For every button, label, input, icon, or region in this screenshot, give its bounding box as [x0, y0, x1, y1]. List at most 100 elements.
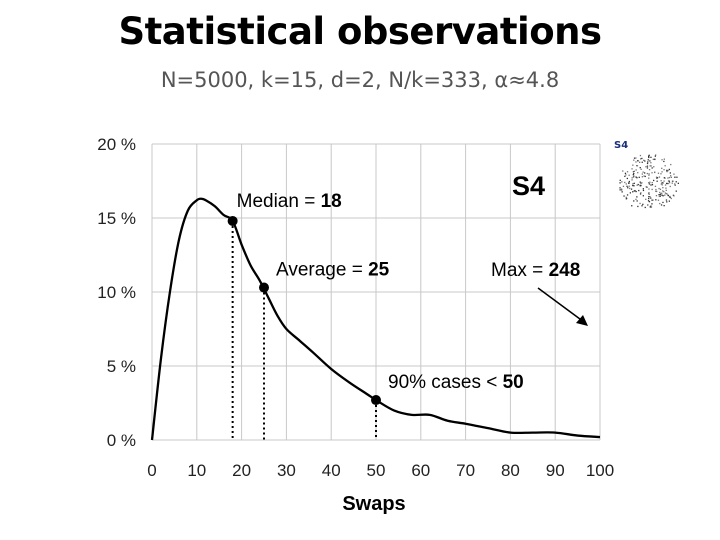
thumbnail-dot: [621, 181, 623, 183]
thumbnail-dot: [646, 167, 649, 169]
thumbnail-dot: [647, 200, 650, 202]
thumbnail-dot: [675, 190, 677, 192]
thumbnail-dot: [639, 167, 641, 169]
thumbnail-dot: [655, 199, 657, 201]
thumbnail-dot: [648, 188, 650, 190]
thumbnail-dot: [658, 195, 660, 198]
thumbnail-dot: [647, 204, 649, 206]
thumbnail-dot: [656, 190, 658, 193]
thumbnail-dot: [636, 196, 638, 198]
thumbnail-dot: [661, 192, 663, 194]
thumbnail-dot: [659, 195, 661, 197]
thumbnail-dot: [664, 194, 666, 196]
thumbnail-dot: [639, 185, 641, 187]
y-tick-label: 0 %: [107, 431, 136, 450]
thumbnail-dot: [647, 161, 649, 163]
thumbnail-dot: [641, 176, 643, 178]
thumbnail-dot: [671, 182, 673, 184]
thumbnail-dot: [619, 179, 621, 181]
thumbnail-dot: [654, 185, 657, 187]
thumbnail-dot: [675, 176, 678, 178]
marker-label-prefix: Median =: [237, 191, 321, 212]
thumbnail-dot: [655, 154, 657, 156]
thumbnail-dot: [622, 170, 624, 172]
thumbnail-dot: [663, 158, 665, 160]
thumbnail-dot: [661, 184, 663, 186]
thumbnail-dot: [640, 184, 642, 187]
thumbnail-dot: [660, 204, 663, 206]
thumbnail-dot: [635, 176, 637, 178]
thumbnail-dot: [645, 198, 647, 200]
thumbnail-dot: [632, 171, 635, 173]
thumbnail-dot: [638, 189, 640, 192]
thumbnail-dot: [661, 171, 663, 173]
thumbnail-dot: [669, 185, 671, 188]
thumbnail-dot: [636, 200, 638, 202]
mark-layer: [150, 197, 601, 441]
max-annotation-prefix: Max =: [491, 260, 549, 281]
thumbnail-dot: [660, 183, 662, 185]
thumbnail-dot: [633, 173, 635, 175]
thumbnail-dot: [670, 175, 672, 177]
thumbnail-dot: [641, 157, 643, 160]
thumbnail-dot: [633, 185, 635, 187]
thumbnail-dot: [641, 161, 643, 163]
thumbnail-dot: [668, 182, 671, 184]
thumbnail-dot: [624, 172, 627, 174]
thumbnail-dot: [648, 174, 650, 176]
thumbnail-dot: [635, 157, 637, 159]
thumbnail-dot: [665, 199, 668, 201]
thumbnail-dot: [659, 191, 661, 194]
thumbnail-dot: [650, 205, 652, 207]
thumbnail-dot: [623, 195, 625, 197]
thumbnail-dot: [650, 184, 652, 186]
thumbnail-dot: [668, 180, 670, 182]
thumbnail-dot: [648, 192, 650, 194]
thumbnail-dot: [674, 183, 676, 185]
marker-point: [371, 395, 381, 406]
thumbnail-dot: [635, 169, 637, 171]
thumbnail-dot: [662, 182, 664, 184]
thumbnail-dot: [624, 181, 626, 184]
thumbnail-dot: [642, 188, 644, 190]
thumbnail-dot: [667, 180, 670, 182]
thumbnail-dot: [646, 162, 649, 165]
thumbnail-dot: [652, 158, 654, 160]
thumbnail-dot: [649, 165, 651, 167]
thumbnail-dot: [648, 183, 651, 185]
x-tick-label: 0: [147, 461, 156, 480]
x-tick-label: 10: [187, 461, 206, 480]
thumbnail-dot: [631, 168, 633, 170]
marker-label-prefix: Average =: [276, 260, 368, 281]
marker-point: [227, 215, 238, 226]
thumbnail-dot: [629, 192, 631, 194]
thumbnail-dot: [632, 164, 634, 166]
x-tick-label: 50: [367, 461, 386, 480]
thumbnail-dot: [635, 198, 637, 200]
thumbnail-dot: [663, 177, 665, 179]
thumbnail-dot: [643, 175, 645, 177]
thumbnail-dot: [656, 177, 658, 179]
thumbnail-dot: [626, 171, 629, 173]
thumbnail-dot: [664, 184, 667, 186]
thumbnail-dot: [657, 199, 660, 201]
thumbnail-dot: [633, 200, 635, 202]
thumbnail-dot: [648, 182, 650, 184]
thumbnail-dot: [641, 205, 643, 207]
x-tick-label: 90: [546, 461, 565, 480]
thumbnail-dot: [627, 187, 629, 189]
thumbnail-dot: [653, 179, 655, 182]
thumbnail-dot: [644, 172, 646, 174]
thumbnail-dot: [677, 182, 679, 184]
thumbnail-dot: [648, 156, 650, 159]
thumbnail-dot: [640, 158, 642, 160]
thumbnail-dot: [657, 172, 660, 174]
thumbnail-dot: [661, 182, 663, 184]
thumbnail-dot: [642, 171, 644, 173]
thumbnail-dot: [646, 186, 648, 188]
thumbnail-dot: [640, 182, 642, 185]
thumbnail-dot: [654, 158, 656, 160]
thumbnail-dot: [663, 180, 665, 182]
thumbnail-dot: [648, 173, 650, 175]
thumbnail-dot: [649, 160, 651, 162]
